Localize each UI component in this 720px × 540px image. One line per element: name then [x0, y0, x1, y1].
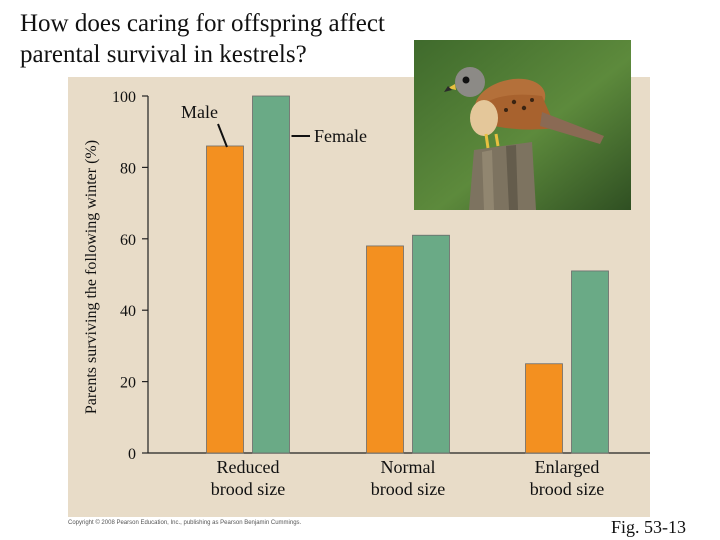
bar-male [525, 363, 563, 454]
y-tick-label: 40 [120, 303, 136, 320]
legend-label-male: Male [181, 102, 218, 122]
bar-layer [206, 95, 609, 454]
legend-label-female: Female [314, 126, 367, 146]
y-tick-label: 100 [112, 89, 136, 106]
x-tick-label: Reduced brood size [211, 457, 285, 499]
legend-leader-male [217, 123, 228, 148]
y-tick-label: 60 [120, 232, 136, 249]
bar-female [252, 95, 290, 454]
y-tick-label: 80 [120, 160, 136, 177]
kestrel-photo [414, 40, 631, 210]
y-tick-label: 0 [128, 446, 136, 463]
y-tick-label: 20 [120, 375, 136, 392]
bar-female [412, 234, 450, 454]
x-tick-label: Normal brood size [371, 457, 445, 499]
bar-male [366, 245, 404, 454]
bar-female [571, 270, 609, 454]
copyright-notice: Copyright © 2008 Pearson Education, Inc.… [68, 520, 302, 526]
bar-male [206, 145, 244, 454]
figure-reference: Fig. 53-13 [610, 517, 686, 537]
slide-title: How does caring for offspring affect par… [20, 10, 385, 68]
x-tick-label: Enlarged brood size [530, 457, 604, 499]
label-layer: Reduced brood size Normal brood size Enlarge… [181, 102, 604, 499]
